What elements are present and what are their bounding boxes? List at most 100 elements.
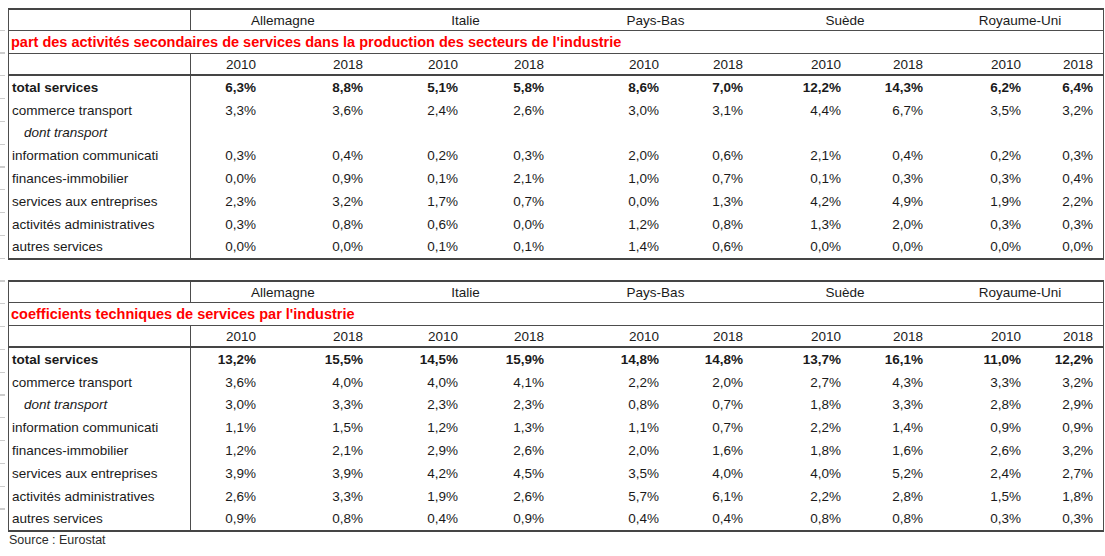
row-label-cell: activités administratives	[9, 213, 191, 236]
value-cell: 0,8%	[671, 213, 755, 236]
year-spacer-cell	[9, 326, 191, 346]
value-cell: 2,6%	[470, 99, 556, 122]
value-cell: 0,8%	[268, 213, 375, 236]
value-cell: 0,6%	[671, 144, 755, 167]
table-row: commerce transport3,3%3,6%2,4%2,6%3,0%3,…	[9, 99, 1103, 122]
row-label-cell: total services	[9, 348, 191, 371]
table-row: information communicati0,3%0,4%0,2%0,3%2…	[9, 144, 1103, 167]
value-cell: 0,4%	[268, 144, 375, 167]
value-cell: 6,2%	[935, 76, 1033, 99]
row-label-cell: information communicati	[9, 416, 191, 439]
value-cell: 3,6%	[268, 99, 375, 122]
value-cell: 6,1%	[671, 485, 755, 508]
value-cell	[1033, 122, 1105, 145]
value-cell: 1,2%	[556, 213, 671, 236]
value-cell: 2,6%	[470, 439, 556, 462]
value-cell: 0,8%	[755, 508, 853, 531]
value-cell: 2,2%	[556, 371, 671, 394]
value-cell: 2,8%	[853, 485, 935, 508]
header-spacer-cell	[9, 10, 191, 30]
value-cell: 0,1%	[470, 236, 556, 259]
table-body: total services6,3%8,8%5,1%5,8%8,6%7,0%12…	[8, 76, 1104, 260]
value-cell: 5,2%	[853, 462, 935, 485]
value-cell: 0,7%	[671, 167, 755, 190]
country-header-cell: Royaume-Uni	[935, 282, 1105, 302]
value-cell: 4,0%	[671, 462, 755, 485]
value-cell: 4,0%	[375, 371, 470, 394]
value-cell: 0,1%	[375, 167, 470, 190]
table-row: commerce transport3,6%4,0%4,0%4,1%2,2%2,…	[9, 371, 1103, 394]
value-cell: 2,0%	[671, 371, 755, 394]
value-cell: 3,2%	[1033, 371, 1105, 394]
value-cell: 1,8%	[1033, 485, 1105, 508]
value-cell: 0,8%	[853, 508, 935, 531]
value-cell: 3,3%	[853, 394, 935, 417]
value-cell: 2,2%	[755, 416, 853, 439]
value-cell: 0,1%	[755, 167, 853, 190]
value-cell: 2,9%	[375, 439, 470, 462]
value-cell: 5,1%	[375, 76, 470, 99]
value-cell: 1,0%	[556, 167, 671, 190]
row-label-cell: services aux entreprises	[9, 190, 191, 213]
value-cell	[671, 122, 755, 145]
table-title: part des activités secondaires de servic…	[8, 31, 1104, 53]
country-header-cell: Suède	[755, 282, 935, 302]
value-cell: 4,9%	[853, 190, 935, 213]
value-cell: 3,1%	[671, 99, 755, 122]
gridline-ticks	[0, 8, 5, 530]
year-header-cell: 2018	[671, 326, 755, 346]
value-cell: 0,6%	[375, 213, 470, 236]
value-cell: 1,3%	[755, 213, 853, 236]
country-header-cell: Italie	[375, 282, 556, 302]
value-cell: 13,2%	[191, 348, 268, 371]
value-cell: 0,0%	[470, 213, 556, 236]
value-cell: 0,0%	[268, 236, 375, 259]
value-cell: 1,6%	[853, 439, 935, 462]
value-cell: 1,9%	[375, 485, 470, 508]
value-cell: 2,3%	[470, 394, 556, 417]
row-label-cell: autres services	[9, 236, 191, 259]
value-cell: 0,0%	[556, 190, 671, 213]
country-header-cell: Pays-Bas	[556, 282, 755, 302]
value-cell: 3,9%	[191, 462, 268, 485]
year-header-cell: 2010	[375, 54, 470, 74]
value-cell: 2,2%	[1033, 190, 1105, 213]
value-cell: 7,0%	[671, 76, 755, 99]
value-cell: 2,3%	[191, 190, 268, 213]
year-header-cell: 2010	[191, 54, 268, 74]
table-row: activités administratives0,3%0,8%0,6%0,0…	[9, 213, 1103, 236]
year-header-cell: 2010	[755, 326, 853, 346]
country-header-row: AllemagneItaliePays-BasSuèdeRoyaume-Uni	[8, 280, 1104, 303]
source-note: Source : Eurostat	[9, 533, 106, 547]
year-header-cell: 2018	[1033, 54, 1105, 74]
value-cell: 5,8%	[470, 76, 556, 99]
value-cell: 0,3%	[1033, 144, 1105, 167]
row-label-cell: dont transport	[9, 394, 191, 417]
value-cell: 0,3%	[853, 167, 935, 190]
value-cell: 2,6%	[935, 439, 1033, 462]
table-row: dont transport	[9, 122, 1103, 145]
value-cell: 0,3%	[1033, 508, 1105, 531]
value-cell: 6,3%	[191, 76, 268, 99]
value-cell: 4,2%	[375, 462, 470, 485]
value-cell: 3,0%	[191, 394, 268, 417]
value-cell: 14,5%	[375, 348, 470, 371]
value-cell: 3,3%	[935, 371, 1033, 394]
value-cell: 11,0%	[935, 348, 1033, 371]
table-row: finances-immobilier1,2%2,1%2,9%2,6%2,0%1…	[9, 439, 1103, 462]
value-cell: 3,2%	[1033, 439, 1105, 462]
table-row: services aux entreprises2,3%3,2%1,7%0,7%…	[9, 190, 1103, 213]
value-cell: 0,3%	[470, 144, 556, 167]
value-cell: 0,3%	[191, 144, 268, 167]
value-cell: 6,7%	[853, 99, 935, 122]
country-header-cell: Suède	[755, 10, 935, 30]
row-label-cell: autres services	[9, 508, 191, 531]
value-cell: 2,6%	[191, 485, 268, 508]
value-cell: 1,2%	[375, 416, 470, 439]
value-cell: 0,3%	[935, 213, 1033, 236]
value-cell: 0,8%	[556, 394, 671, 417]
value-cell: 0,7%	[671, 394, 755, 417]
value-cell: 0,1%	[375, 236, 470, 259]
value-cell: 0,4%	[671, 508, 755, 531]
value-cell: 2,1%	[268, 439, 375, 462]
